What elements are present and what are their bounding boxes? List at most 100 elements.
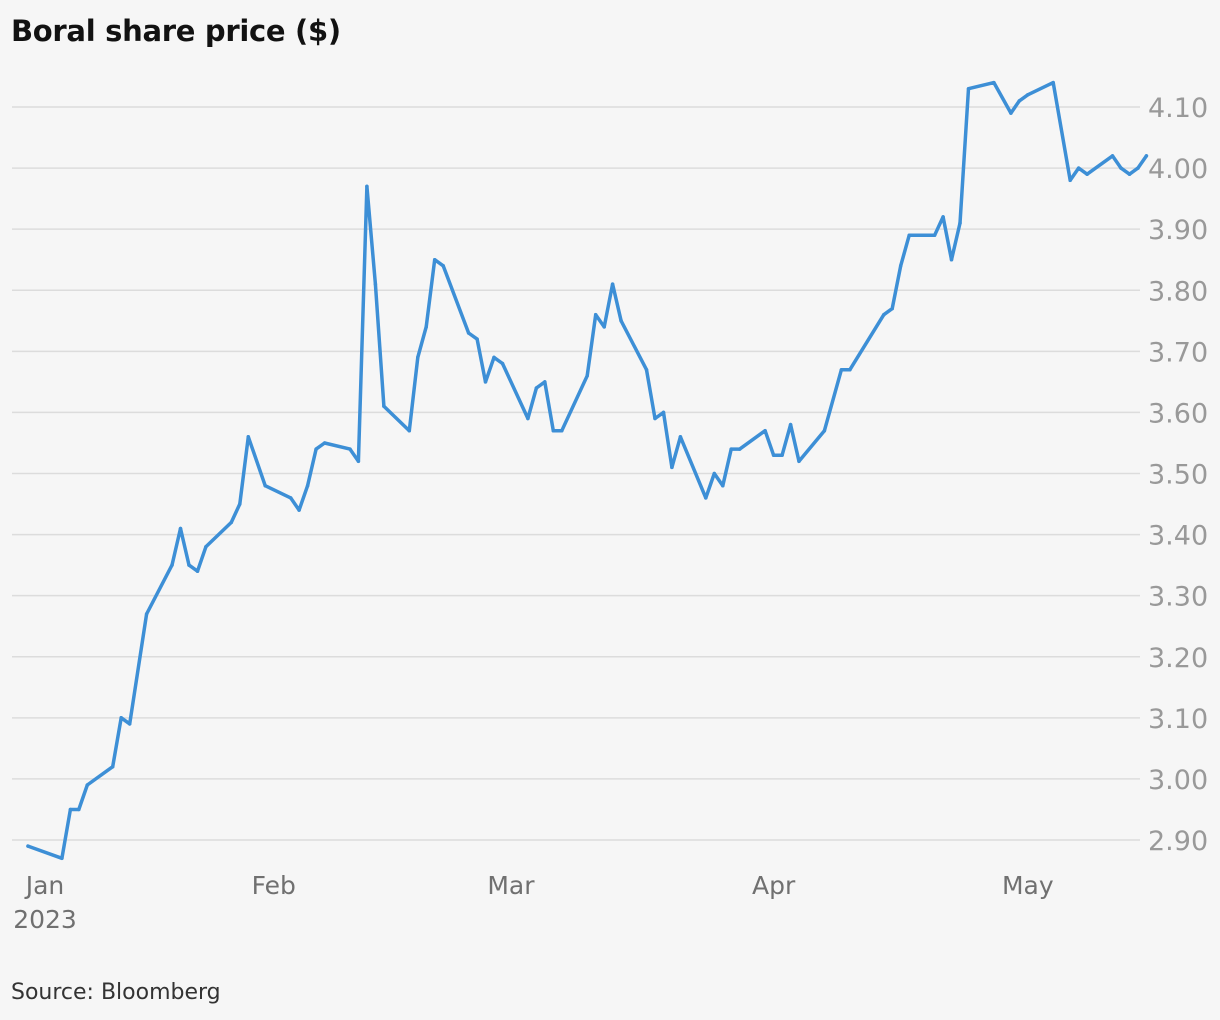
data-point [1009,111,1013,115]
data-point [187,563,191,567]
data-point [780,453,784,457]
data-point [526,416,530,421]
data-point [1068,178,1072,183]
data-point [839,367,844,372]
data-point [593,312,598,317]
data-point [551,428,556,433]
data-point [771,453,776,457]
y-tick-label: 3.10 [1148,704,1208,735]
series-group [26,80,1149,861]
x-tick-labels: Jan 2023 Feb Mar Apr May [13,871,1054,934]
data-point [882,312,886,317]
y-tick-label: 3.20 [1148,643,1208,674]
data-point [1017,99,1022,103]
data-point [619,319,623,323]
data-point [797,459,801,464]
data-point [170,563,174,567]
data-point [1076,166,1081,170]
data-point [543,380,547,384]
data-point [992,80,996,85]
y-tick-label: 3.40 [1148,521,1208,552]
data-point [322,441,327,445]
series-line [26,80,1149,861]
data-point [822,428,827,433]
data-point [229,520,234,525]
data-point [941,215,945,219]
data-point [704,496,708,500]
data-point [1026,93,1030,97]
data-point [483,380,488,384]
data-point [644,367,649,372]
data-point [670,465,674,470]
data-point [500,361,505,366]
x-tick-label: Feb [252,871,296,900]
data-point [763,428,767,433]
data-point [195,569,200,573]
data-point [314,447,318,451]
x-tick-label: Mar [487,871,535,900]
data-point [432,257,437,262]
data-point [119,716,123,720]
data-point [1051,80,1055,85]
y-tick-labels: 2.90 3.00 3.10 3.20 3.30 3.40 3.50 3.60 3.70 3.80… [1148,93,1208,857]
data-point [966,86,971,91]
data-point [68,807,73,812]
data-point [1110,154,1115,158]
y-tick-label: 3.60 [1148,398,1208,429]
data-point [441,264,445,268]
data-point [297,508,301,512]
data-point [373,282,378,286]
data-point [1085,172,1089,176]
y-tick-label: 4.10 [1148,93,1208,124]
data-point [932,233,937,238]
y-tick-label: 3.00 [1148,765,1208,796]
data-point [788,422,793,427]
x-tick-sublabel: 2023 [13,905,77,934]
y-tick-label: 3.70 [1148,337,1208,368]
data-point [466,331,471,335]
y-tick-label: 3.30 [1148,582,1208,613]
data-point [407,428,412,433]
data-point [610,282,615,286]
data-point [424,325,428,329]
data-point [416,355,420,360]
data-point [653,416,657,421]
data-point [263,483,267,488]
data-point [382,404,386,409]
data-point [958,221,962,225]
x-tick-label: Apr [752,871,796,900]
data-point [907,233,911,238]
data-point [949,257,954,262]
data-point [60,856,64,861]
data-point [288,496,293,500]
gridlines [12,106,1140,841]
data-point [492,355,496,360]
data-point [585,374,589,378]
data-point [26,844,30,848]
data-point [127,722,132,726]
data-point [475,337,479,341]
data-point [678,435,683,439]
y-tick-label: 3.50 [1148,460,1208,491]
data-point [365,184,369,189]
data-point [204,545,208,549]
data-point [560,428,564,433]
y-tick-label: 3.80 [1148,276,1208,307]
data-point [890,306,894,311]
data-point [721,483,725,488]
data-point [144,612,149,616]
data-point [1119,166,1123,170]
data-point [737,447,742,451]
y-tick-label: 4.00 [1148,154,1208,185]
x-tick-label: Jan [24,871,65,900]
data-point [1127,172,1132,176]
chart-title: Boral share price ($) [11,14,341,48]
data-point [77,807,81,812]
data-point [712,471,717,476]
x-tick-label: May [1002,871,1054,900]
source-note: Source: Bloomberg [11,980,221,1005]
data-point [1144,154,1149,158]
data-point [238,502,242,506]
data-point [898,264,903,268]
